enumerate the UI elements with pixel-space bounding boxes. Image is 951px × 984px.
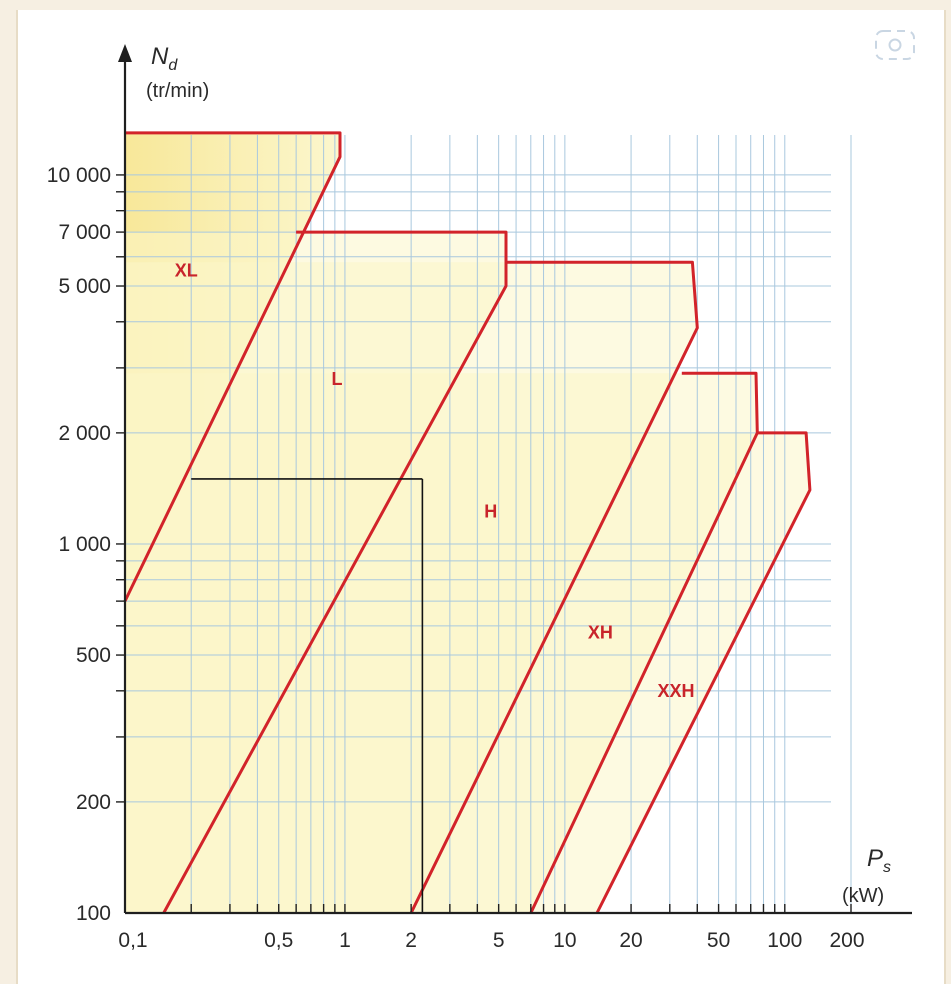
y-tick-label: 2 000: [58, 422, 111, 445]
y-tick-label: 500: [76, 644, 111, 667]
y-axis-unit: (tr/min): [146, 80, 209, 102]
y-tick-label: 100: [76, 902, 111, 925]
grid-lines: [125, 135, 852, 913]
x-tick-label: 0,1: [118, 929, 147, 952]
y-axis-arrow: [118, 44, 132, 62]
x-tick-label: 10: [553, 929, 576, 952]
y-tick-label: 5 000: [58, 275, 111, 298]
x-axis-unit: (kW): [842, 885, 884, 907]
zone-label-xh: XH: [588, 622, 613, 642]
zone-fill-xxh: [125, 432, 810, 913]
zone-label-xl: XL: [175, 261, 198, 281]
y-tick-label: 200: [76, 791, 111, 814]
zone-boundaries: [123, 131, 812, 914]
boundary-h: [409, 260, 699, 914]
zone-label-l: L: [331, 369, 342, 389]
zone-label-h: H: [484, 501, 497, 521]
boundary-xh: [529, 371, 759, 914]
boundary-l: [162, 230, 508, 914]
x-tick-label: 20: [619, 929, 642, 952]
y-tick-label: 1 000: [58, 533, 111, 556]
axes: [116, 44, 912, 915]
zone-labels: XL L H XH XXH: [175, 261, 695, 701]
x-tick-label: 50: [707, 929, 730, 952]
boundary-xl: [123, 131, 342, 602]
x-tick-label: 1: [339, 929, 351, 952]
reading-lines: [191, 478, 424, 913]
x-tick-label: 100: [767, 929, 802, 952]
x-axis-symbol: Ps: [867, 845, 891, 876]
y-tick-labels: 100 200 500 1 000 2 000 5 000 7 000 10 000: [47, 164, 111, 925]
y-axis-symbol: Nd: [151, 43, 178, 74]
y-tick-label: 7 000: [58, 221, 111, 244]
camera-lens-icon[interactable]: [875, 30, 915, 60]
x-tick-label: 5: [493, 929, 505, 952]
y-tick-label: 10 000: [47, 164, 111, 187]
x-tick-labels: 0,1 0,5 1 2 5 10 20 50 100 200: [118, 929, 864, 952]
x-tick-label: 200: [829, 929, 864, 952]
x-tick-label: 2: [405, 929, 417, 952]
x-tick-label: 0,5: [264, 929, 293, 952]
boundary-xxh: [595, 431, 812, 914]
zone-label-xxh: XXH: [657, 681, 694, 701]
